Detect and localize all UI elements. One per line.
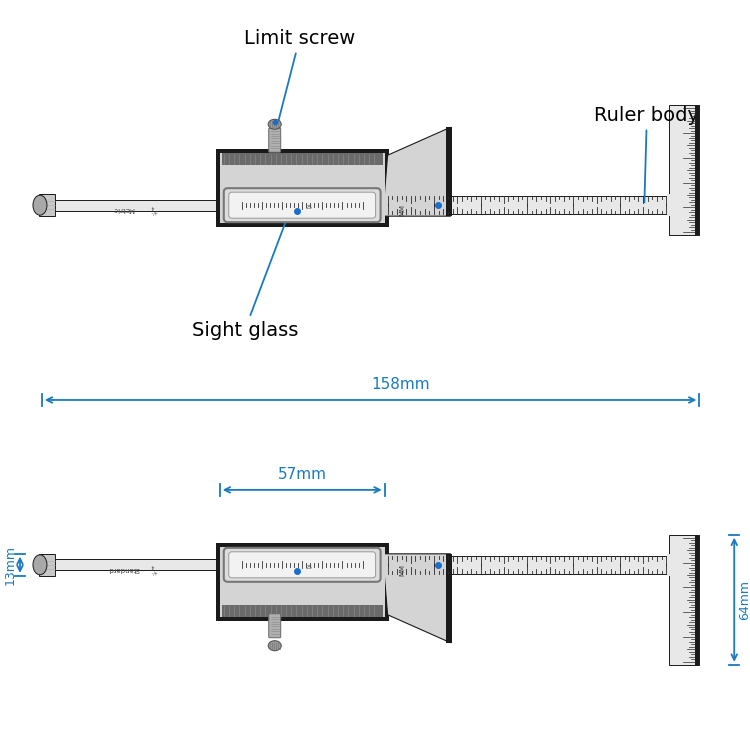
Polygon shape bbox=[382, 554, 451, 643]
Bar bbox=[222, 153, 382, 165]
Bar bbox=[220, 153, 385, 224]
Bar bbox=[668, 554, 680, 576]
Bar bbox=[446, 128, 452, 216]
Text: Ruler body: Ruler body bbox=[595, 106, 700, 202]
Text: Limit screw: Limit screw bbox=[244, 28, 356, 133]
Polygon shape bbox=[382, 128, 451, 216]
Ellipse shape bbox=[268, 119, 281, 129]
Text: Standard: Standard bbox=[107, 566, 140, 572]
Text: 64mm: 64mm bbox=[738, 580, 750, 620]
FancyBboxPatch shape bbox=[224, 548, 380, 582]
Text: +/-
 4: +/- 4 bbox=[149, 563, 157, 574]
Ellipse shape bbox=[268, 640, 281, 651]
Bar bbox=[695, 535, 699, 664]
Text: 158mm: 158mm bbox=[371, 377, 430, 392]
Text: MM: MM bbox=[400, 204, 406, 216]
Text: 25: 25 bbox=[306, 206, 314, 210]
FancyBboxPatch shape bbox=[268, 128, 280, 152]
Bar bbox=[669, 105, 699, 236]
Bar bbox=[669, 535, 699, 664]
Text: 13mm: 13mm bbox=[4, 544, 16, 585]
Bar bbox=[382, 556, 671, 574]
Bar bbox=[39, 554, 55, 576]
Ellipse shape bbox=[33, 195, 47, 215]
FancyBboxPatch shape bbox=[268, 614, 280, 638]
Bar bbox=[695, 105, 699, 236]
Bar bbox=[42, 560, 225, 570]
FancyBboxPatch shape bbox=[229, 192, 376, 218]
Bar bbox=[216, 543, 388, 621]
Bar bbox=[42, 200, 225, 211]
Bar bbox=[222, 604, 382, 616]
Bar bbox=[39, 194, 55, 216]
FancyBboxPatch shape bbox=[229, 552, 376, 578]
Bar bbox=[446, 554, 452, 643]
Text: 57mm: 57mm bbox=[278, 467, 327, 482]
Bar bbox=[216, 149, 388, 227]
Bar bbox=[668, 194, 680, 216]
Bar bbox=[220, 547, 385, 616]
Ellipse shape bbox=[33, 555, 47, 574]
Text: 25: 25 bbox=[306, 565, 314, 570]
FancyBboxPatch shape bbox=[224, 188, 380, 222]
Text: Metric: Metric bbox=[112, 206, 134, 212]
Bar bbox=[382, 196, 671, 214]
Text: Sight glass: Sight glass bbox=[191, 214, 298, 340]
Text: MM: MM bbox=[400, 564, 406, 576]
Text: +/-
 4: +/- 4 bbox=[149, 204, 157, 214]
